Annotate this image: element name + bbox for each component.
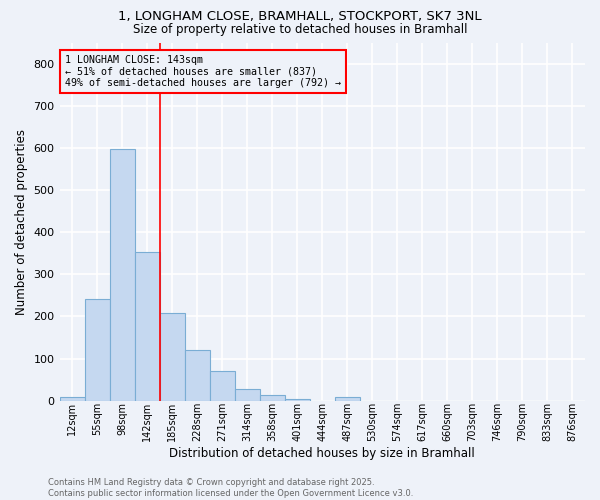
Text: 1 LONGHAM CLOSE: 143sqm
← 51% of detached houses are smaller (837)
49% of semi-d: 1 LONGHAM CLOSE: 143sqm ← 51% of detache… (65, 55, 341, 88)
Bar (134, 252, 160, 400)
X-axis label: Distribution of detached houses by size in Bramhall: Distribution of detached houses by size … (169, 447, 475, 460)
Bar (235, 389, 260, 400)
Bar (335, 398, 360, 400)
Bar (285, 398, 310, 400)
Bar (185, 350, 209, 401)
Text: Size of property relative to detached houses in Bramhall: Size of property relative to detached ho… (133, 22, 467, 36)
Text: Contains HM Land Registry data © Crown copyright and database right 2025.
Contai: Contains HM Land Registry data © Crown c… (48, 478, 413, 498)
Y-axis label: Number of detached properties: Number of detached properties (15, 128, 28, 314)
Bar (110, 149, 134, 401)
Bar (209, 371, 235, 400)
Bar (260, 395, 285, 400)
Text: 1, LONGHAM CLOSE, BRAMHALL, STOCKPORT, SK7 3NL: 1, LONGHAM CLOSE, BRAMHALL, STOCKPORT, S… (118, 10, 482, 23)
Bar (85, 298, 110, 400)
Bar (160, 313, 185, 400)
Bar (59, 398, 85, 400)
